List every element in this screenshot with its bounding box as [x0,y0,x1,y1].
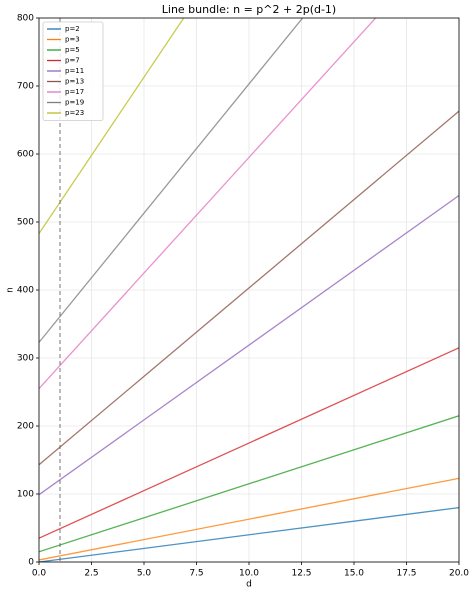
series-line [39,18,304,343]
series-line [39,18,377,390]
y-tick-label: 100 [17,490,34,500]
x-tick-label: 0.0 [32,569,47,579]
series-line [39,110,459,466]
chart-title: Line bundle: n = p^2 + 2p(d-1) [162,3,336,16]
x-tick-label: 2.5 [84,569,98,579]
x-tick-label: 10.0 [239,569,259,579]
legend-label: p=7 [65,57,80,65]
legend-label: p=13 [65,78,84,86]
x-tick-label: 12.5 [291,569,311,579]
legend-label: p=5 [65,46,80,54]
series-line [39,18,185,234]
legend-label: p=2 [65,25,80,33]
series-line [39,477,459,561]
y-tick-label: 800 [17,14,34,24]
series-line [39,194,459,496]
x-tick-label: 15.0 [344,569,364,579]
y-tick-label: 0 [28,558,34,568]
y-axis-label: n [6,287,16,293]
legend-label: p=3 [65,36,80,44]
y-tick-label: 300 [17,354,34,364]
x-tick-label: 7.5 [189,569,203,579]
legend-label: p=17 [65,88,84,96]
x-tick-label: 17.5 [396,569,416,579]
legend-box [42,21,104,121]
y-tick-label: 600 [17,150,34,160]
series-line [39,506,459,562]
legend-label: p=19 [65,99,84,107]
series-line [39,415,459,553]
plot-lines [39,18,459,562]
series-line [39,347,459,539]
x-tick-label: 5.0 [137,569,152,579]
y-tick-label: 200 [17,422,34,432]
y-tick-label: 400 [17,286,34,296]
x-tick-label: 20.0 [449,569,469,579]
plot-frame [38,17,460,563]
x-axis-label: d [246,580,252,590]
y-tick-label: 500 [17,218,34,228]
y-tick-label: 700 [17,82,34,92]
legend-label: p=23 [65,109,84,117]
legend-label: p=11 [65,67,84,75]
